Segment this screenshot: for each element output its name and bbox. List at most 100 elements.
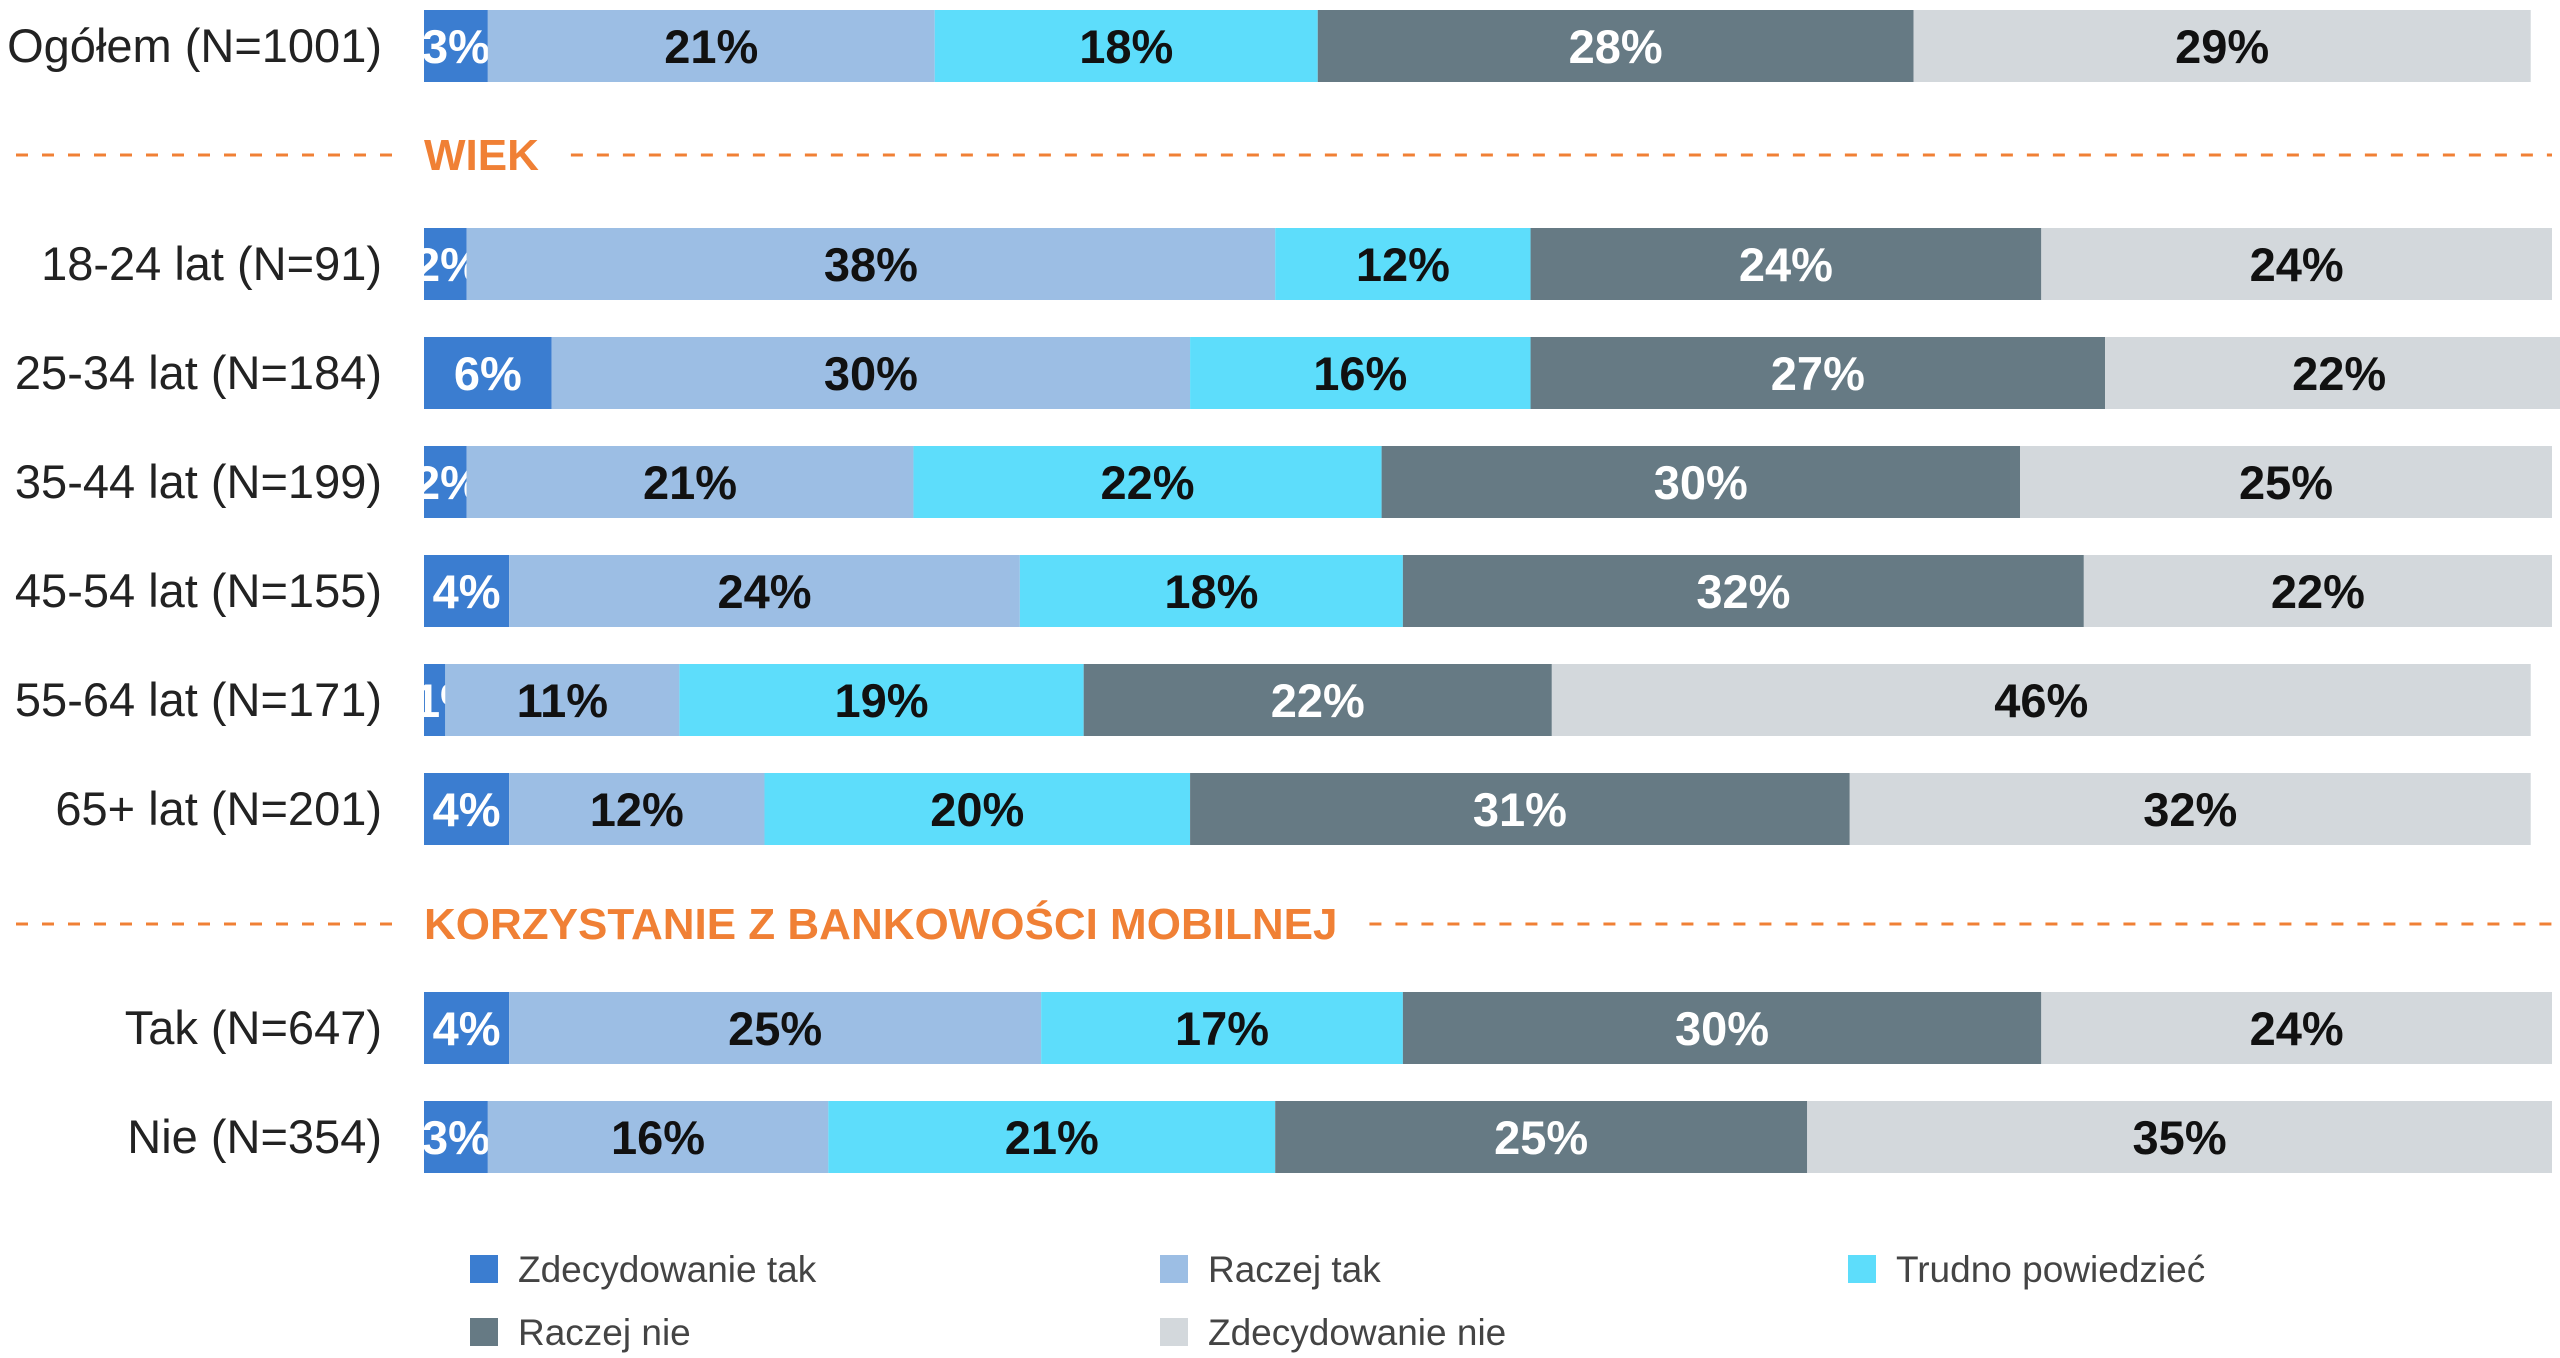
legend-label: Raczej nie: [518, 1312, 691, 1353]
data-label: 30%: [1675, 1002, 1769, 1055]
data-label: 22%: [1271, 674, 1365, 727]
bar-segment: [2041, 992, 2552, 1064]
bar-segment: [764, 773, 1191, 845]
data-label: 24%: [2250, 238, 2344, 291]
bar-segment: [551, 337, 1191, 409]
bar-segment: [424, 228, 467, 300]
bar-segment: [424, 664, 446, 736]
data-label: 22%: [2271, 565, 2365, 618]
bar-segment: [424, 337, 552, 409]
data-label: 4%: [433, 1002, 501, 1055]
data-label: 3%: [422, 20, 490, 73]
bar-segment: [445, 664, 680, 736]
data-label: 12%: [590, 783, 684, 836]
row-label: 35-44 lat (N=199): [15, 455, 382, 508]
bar-segment: [2020, 446, 2552, 518]
data-label: 24%: [1739, 238, 1833, 291]
data-label: 28%: [1569, 20, 1663, 73]
data-label: 24%: [717, 565, 811, 618]
bar-segment: [1019, 555, 1403, 627]
data-label: 31%: [1473, 783, 1567, 836]
data-label: 4%: [433, 565, 501, 618]
bar-segment: [1381, 446, 2020, 518]
row-label: 45-54 lat (N=155): [15, 564, 382, 617]
legend-swatch: [470, 1255, 498, 1283]
row-label: 65+ lat (N=201): [55, 782, 382, 835]
bar-segment: [509, 773, 765, 845]
legend-swatch: [1160, 1255, 1188, 1283]
data-label: 21%: [643, 456, 737, 509]
bar-segment: [1530, 228, 2042, 300]
data-label: 38%: [824, 238, 918, 291]
bar-segment: [1275, 1101, 1808, 1173]
data-label: 32%: [1696, 565, 1790, 618]
bar-segment: [487, 1101, 829, 1173]
bar-segment: [1402, 555, 2084, 627]
legend-label: Zdecydowanie nie: [1208, 1312, 1506, 1353]
row-label: Nie (N=354): [127, 1110, 382, 1163]
data-label: 35%: [2133, 1111, 2227, 1164]
bar-segment: [1041, 992, 1403, 1064]
data-label: 30%: [824, 347, 918, 400]
data-label: 11%: [517, 674, 608, 727]
data-label: 16%: [1313, 347, 1407, 400]
bar-segment: [1913, 10, 2531, 82]
bar-segment: [828, 1101, 1276, 1173]
bar-segment: [1530, 337, 2106, 409]
data-label: 21%: [664, 20, 758, 73]
legend-label: Zdecydowanie tak: [518, 1249, 817, 1290]
data-label: 21%: [1005, 1111, 1099, 1164]
bar-segment: [934, 10, 1318, 82]
bar-segment: [913, 446, 1382, 518]
data-label: 25%: [728, 1002, 822, 1055]
data-label: 22%: [1100, 456, 1194, 509]
legend-label: Raczej tak: [1208, 1249, 1381, 1290]
bar-segment: [1190, 773, 1850, 845]
bar-segment: [424, 555, 510, 627]
data-label: 29%: [2175, 20, 2269, 73]
bar-segment: [1190, 337, 1531, 409]
legend-swatch: [1160, 1318, 1188, 1346]
bar-segment: [679, 664, 1084, 736]
data-label: 25%: [2239, 456, 2333, 509]
data-label: 22%: [2292, 347, 2386, 400]
data-label: 30%: [1654, 456, 1748, 509]
row-label: Tak (N=647): [125, 1001, 382, 1054]
bar-segment: [1275, 228, 1531, 300]
bar-segment: [424, 773, 510, 845]
data-label: 18%: [1079, 20, 1173, 73]
bar-segment: [1849, 773, 2531, 845]
bar-segment: [2041, 228, 2552, 300]
row-label: Ogółem (N=1001): [7, 19, 382, 72]
legend-label: Trudno powiedzieć: [1896, 1249, 2205, 1290]
row-label: 25-34 lat (N=184): [15, 346, 382, 399]
bar-segment: [2105, 337, 2560, 409]
bar-segment: [509, 555, 1020, 627]
bar-segment: [466, 228, 1276, 300]
row-label: 18-24 lat (N=91): [41, 237, 382, 290]
bar-segment: [1083, 664, 1552, 736]
data-label: 4%: [433, 783, 501, 836]
legend-swatch: [470, 1318, 498, 1346]
data-label: 20%: [930, 783, 1024, 836]
bar-segment: [1317, 10, 1914, 82]
section-title: KORZYSTANIE Z BANKOWOŚCI MOBILNEJ: [424, 899, 1337, 949]
bar-segment: [509, 992, 1042, 1064]
data-label: 19%: [834, 674, 928, 727]
data-label: 3%: [422, 1111, 490, 1164]
data-label: 17%: [1175, 1002, 1269, 1055]
bar-segment: [424, 1101, 488, 1173]
data-label: 16%: [611, 1111, 705, 1164]
data-label: 6%: [454, 347, 522, 400]
data-label: 25%: [1494, 1111, 1588, 1164]
data-label: 46%: [1994, 674, 2088, 727]
bar-segment: [424, 446, 467, 518]
data-label: 12%: [1356, 238, 1450, 291]
section-title: WIEK: [424, 131, 539, 180]
data-label: 18%: [1164, 565, 1258, 618]
bar-segment: [1402, 992, 2042, 1064]
bar-segment: [1807, 1101, 2552, 1173]
row-label: 55-64 lat (N=171): [15, 673, 382, 726]
bar-segment: [424, 10, 488, 82]
